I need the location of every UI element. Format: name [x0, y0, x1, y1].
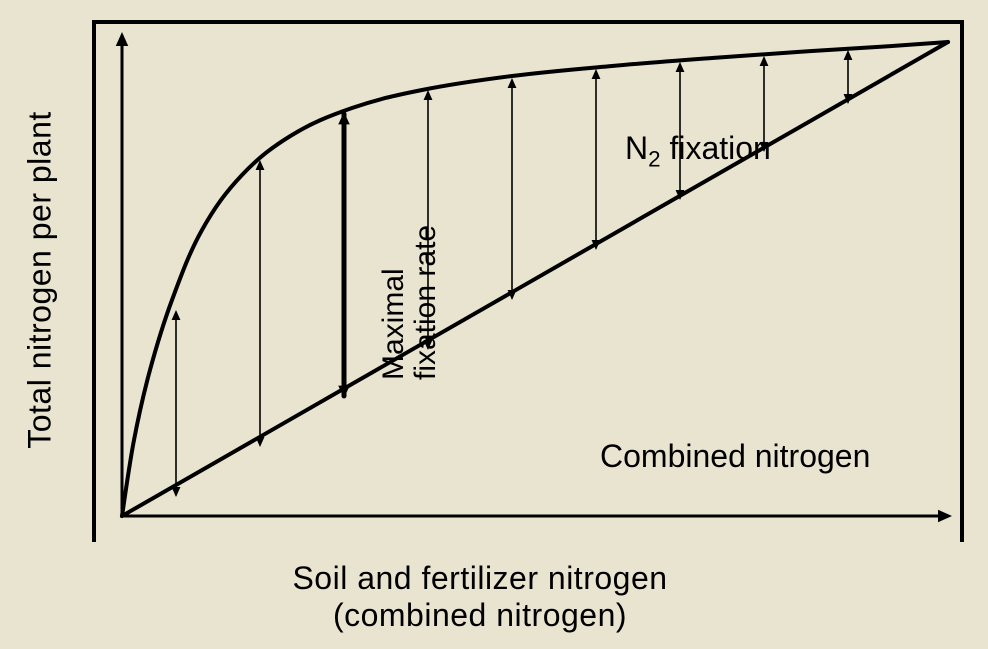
n2-prefix: N [625, 130, 648, 166]
n2-suffix: fixation [661, 130, 771, 166]
n2-subscript: 2 [648, 146, 660, 171]
maximal-line2: fixation rate [409, 225, 442, 380]
x-axis-label: Soil and fertilizer nitrogen (combined n… [292, 560, 667, 634]
n2-fixation-label: N2 fixation [625, 130, 771, 172]
y-axis-label: Total nitrogen per plant [22, 111, 59, 449]
x-axis-label-line1: Soil and fertilizer nitrogen [292, 560, 667, 596]
combined-nitrogen-label: Combined nitrogen [600, 438, 870, 475]
chart-page: Total nitrogen per plant Soil and fertil… [0, 0, 988, 649]
x-axis-label-line2: (combined nitrogen) [333, 597, 627, 633]
maximal-line1: Maximal [377, 268, 410, 380]
maximal-fixation-label: Maximal fixation rate [378, 225, 441, 380]
